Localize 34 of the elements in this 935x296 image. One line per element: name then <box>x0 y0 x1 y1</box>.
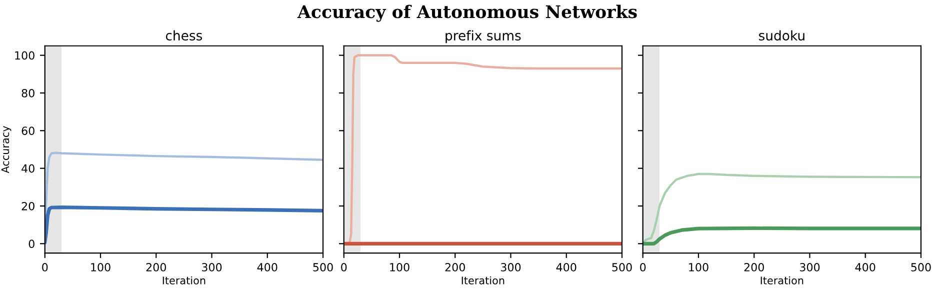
y-tick-label: 80 <box>22 88 34 98</box>
chart-title: prefix sums <box>446 30 521 44</box>
x-tick-label: 300 <box>500 263 521 272</box>
x-tick-label: 300 <box>202 263 222 272</box>
y-axis-title: Accuracy <box>1 126 12 174</box>
x-tick-label: 0 <box>640 263 646 272</box>
x-tick-label: 200 <box>146 263 166 272</box>
text: Accuracy of Autonomous Networks <box>297 4 637 22</box>
x-tick-label: 500 <box>612 263 632 272</box>
x-tick-label: 300 <box>800 263 820 272</box>
x-tick-label: 400 <box>855 263 876 272</box>
y-tick-label: 20 <box>22 202 34 210</box>
line-series <box>44 152 324 245</box>
x-tick-label: 200 <box>445 263 465 272</box>
y-tick-label: 0 <box>28 240 34 248</box>
x-tick-label: 400 <box>556 263 576 272</box>
x-tick-label: 200 <box>744 263 764 272</box>
x-tick-label: 500 <box>911 263 931 272</box>
x-tick-label: 500 <box>313 263 333 272</box>
x-tick-label: 400 <box>257 263 278 272</box>
chart-title: sudoku <box>758 30 804 41</box>
x-tick-label: 0 <box>42 263 48 272</box>
x-tick-label: 0 <box>341 263 347 272</box>
line-series <box>44 206 324 244</box>
x-axis-title: Iteration <box>462 276 504 284</box>
y-tick-label: 100 <box>15 51 34 60</box>
x-axis-title: Iteration <box>760 276 804 284</box>
x-tick-label: 100 <box>91 263 110 272</box>
x-tick-label: 100 <box>689 263 708 272</box>
x-axis-title: Iteration <box>162 276 206 284</box>
y-tick-label: 40 <box>22 164 34 173</box>
y-tick-label: 60 <box>22 126 34 136</box>
chart-title: chess <box>166 30 202 41</box>
x-tick-label: 100 <box>390 263 410 272</box>
